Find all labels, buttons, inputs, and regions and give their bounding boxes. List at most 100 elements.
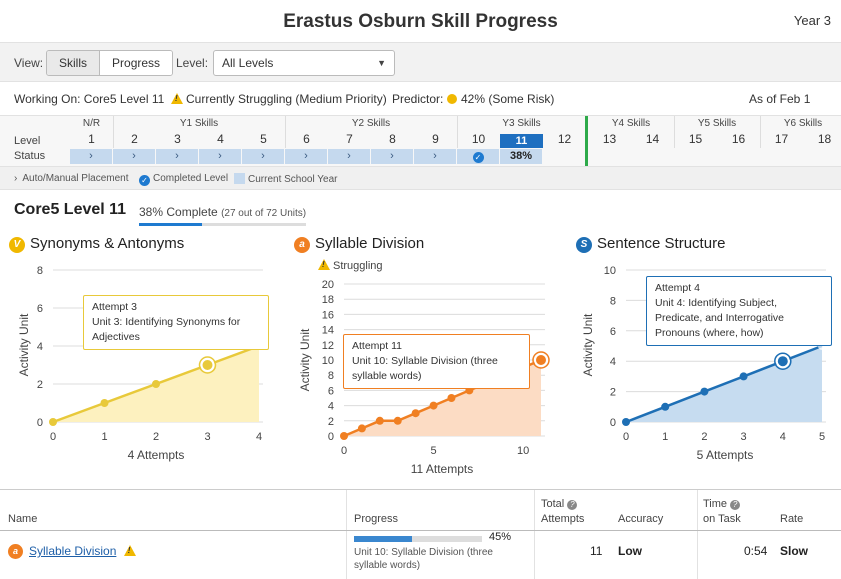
x-tick-label: 2 bbox=[153, 431, 159, 443]
page-title: Erastus Osburn Skill Progress bbox=[283, 11, 558, 32]
syllable-icon: a bbox=[8, 544, 23, 559]
y-tick-label: 0 bbox=[37, 417, 43, 429]
row-progress-unit: Unit 10: Syllable Division (three syllab… bbox=[354, 547, 493, 571]
level-9[interactable]: 9 bbox=[432, 132, 439, 146]
status-placement-icon: › bbox=[242, 149, 284, 164]
help-icon[interactable]: ? bbox=[730, 500, 741, 510]
level-summary: Core5 Level 11 38% Complete (27 out of 7… bbox=[0, 196, 841, 226]
header-rate[interactable]: Rate bbox=[780, 513, 804, 525]
legend-completed: ✓ Completed Level bbox=[139, 173, 228, 186]
predictor-label: Predictor: bbox=[392, 92, 444, 106]
highlight-ring bbox=[198, 356, 217, 374]
skills-view-button[interactable]: Skills bbox=[47, 51, 100, 75]
y-tick-label: 8 bbox=[610, 295, 616, 307]
progress-view-button[interactable]: Progress bbox=[99, 51, 173, 75]
y-tick-label: 4 bbox=[328, 401, 334, 413]
level-6[interactable]: 6 bbox=[303, 132, 310, 146]
level-14[interactable]: 14 bbox=[645, 132, 660, 146]
level-16[interactable]: 16 bbox=[731, 132, 746, 146]
level-13[interactable]: 13 bbox=[602, 132, 617, 146]
y-tick-label: 6 bbox=[610, 326, 616, 338]
status-placement-icon: › bbox=[328, 149, 370, 164]
y-axis-label: Activity Unit bbox=[17, 313, 31, 376]
level-17[interactable]: 17 bbox=[774, 132, 789, 146]
chart-title-synonyms: V Synonyms & Antonyms bbox=[9, 235, 184, 253]
level-10[interactable]: 10 bbox=[471, 132, 486, 146]
grade-label-y3: Y3 Skills bbox=[502, 118, 541, 129]
x-tick-label: 0 bbox=[50, 431, 56, 443]
tooltip-body: Unit 3: Identifying Synonyms for Adjecti… bbox=[92, 316, 241, 343]
y-tick-label: 8 bbox=[37, 265, 43, 277]
level-4[interactable]: 4 bbox=[217, 132, 224, 146]
header-total-attempts[interactable]: Total ? bbox=[541, 498, 578, 510]
data-point bbox=[661, 402, 670, 411]
highlight-point bbox=[534, 353, 548, 367]
level-select-value: All Levels bbox=[222, 56, 274, 70]
y-tick-label: 2 bbox=[610, 387, 616, 399]
y-tick-label: 12 bbox=[322, 340, 334, 352]
view-toggle: Skills Progress bbox=[46, 50, 174, 76]
status-placement-icon: › bbox=[414, 149, 456, 164]
data-point bbox=[429, 401, 438, 410]
warning-icon bbox=[171, 93, 183, 104]
header-progress[interactable]: Progress bbox=[354, 513, 399, 525]
row-rate: Slow bbox=[780, 544, 809, 558]
grade-label-nr: N/R bbox=[82, 118, 101, 129]
sentence-icon: S bbox=[576, 237, 592, 253]
x-tick-label: 1 bbox=[662, 431, 668, 443]
level-11-current[interactable]: 11 bbox=[500, 134, 543, 148]
tooltip-title: Attempt 11 bbox=[352, 340, 402, 352]
level-1[interactable]: 1 bbox=[88, 132, 95, 146]
y-axis-label: Activity Unit bbox=[581, 313, 595, 376]
synonyms-chart: 0 2 4 6 8 0 1 2 3 4 Activity Unit 4 Attempts bbox=[17, 265, 263, 462]
tooltip-title: Attempt 3 bbox=[92, 301, 137, 313]
row-accuracy: Low bbox=[618, 544, 642, 558]
area-fill bbox=[344, 360, 541, 436]
header-time-on-task[interactable]: Time ? bbox=[703, 498, 741, 510]
level-3[interactable]: 3 bbox=[174, 132, 181, 146]
sentence-tooltip: Attempt 4 Unit 4: Identifying Subject, P… bbox=[646, 276, 832, 346]
level-18[interactable]: 18 bbox=[817, 132, 832, 146]
x-tick-label: 10 bbox=[517, 445, 529, 457]
level-12[interactable]: 12 bbox=[557, 132, 572, 146]
header-accuracy[interactable]: Accuracy bbox=[618, 513, 664, 525]
legend-placement: › Auto/Manual Placement bbox=[14, 173, 129, 184]
level-5[interactable]: 5 bbox=[260, 132, 267, 146]
y-tick-label: 8 bbox=[328, 370, 334, 382]
warning-icon bbox=[123, 545, 136, 556]
status-row-label: Status bbox=[14, 150, 46, 162]
y-tick-label: 10 bbox=[604, 265, 616, 277]
x-tick-label: 0 bbox=[341, 445, 347, 457]
y-tick-label: 18 bbox=[322, 294, 334, 306]
level-select[interactable]: All Levels ▼ bbox=[213, 50, 395, 76]
x-tick-label: 3 bbox=[204, 431, 210, 443]
view-bar: View: Skills Progress Level: All Levels … bbox=[0, 42, 841, 82]
x-tick-label: 4 bbox=[780, 431, 786, 443]
level-7[interactable]: 7 bbox=[346, 132, 353, 146]
level-15[interactable]: 15 bbox=[688, 132, 703, 146]
struggling-status: Currently Struggling (Medium Priority) bbox=[171, 92, 387, 106]
tooltip-body: Unit 4: Identifying Subject, Predicate, … bbox=[655, 297, 784, 339]
y-tick-label: 6 bbox=[37, 303, 43, 315]
predictor-value: 42% (Some Risk) bbox=[447, 92, 554, 106]
x-tick-label: 1 bbox=[101, 431, 107, 443]
level-label: Level: bbox=[176, 56, 209, 70]
x-axis-label: 5 Attempts bbox=[697, 448, 754, 462]
check-icon: ✓ bbox=[139, 175, 150, 186]
synonyms-tooltip: Attempt 3 Unit 3: Identifying Synonyms f… bbox=[83, 295, 269, 350]
header-name[interactable]: Name bbox=[8, 513, 38, 525]
level-2[interactable]: 2 bbox=[131, 132, 138, 146]
data-point bbox=[700, 387, 709, 396]
row-total-attempts: 11 bbox=[590, 544, 603, 558]
data-point bbox=[152, 380, 160, 388]
row-progress-percent: 45% bbox=[489, 531, 512, 543]
x-axis-label: 11 Attempts bbox=[411, 462, 473, 476]
level-8[interactable]: 8 bbox=[389, 132, 396, 146]
skill-link[interactable]: Syllable Division bbox=[29, 544, 117, 558]
x-tick-label: 4 bbox=[256, 431, 262, 443]
grade-label-y1: Y1 Skills bbox=[179, 118, 219, 129]
working-on-text: Working On: Core5 Level 11 bbox=[14, 92, 165, 106]
help-icon[interactable]: ? bbox=[567, 500, 578, 510]
legend-current-year: Current School Year bbox=[234, 173, 338, 185]
data-point bbox=[447, 394, 456, 402]
